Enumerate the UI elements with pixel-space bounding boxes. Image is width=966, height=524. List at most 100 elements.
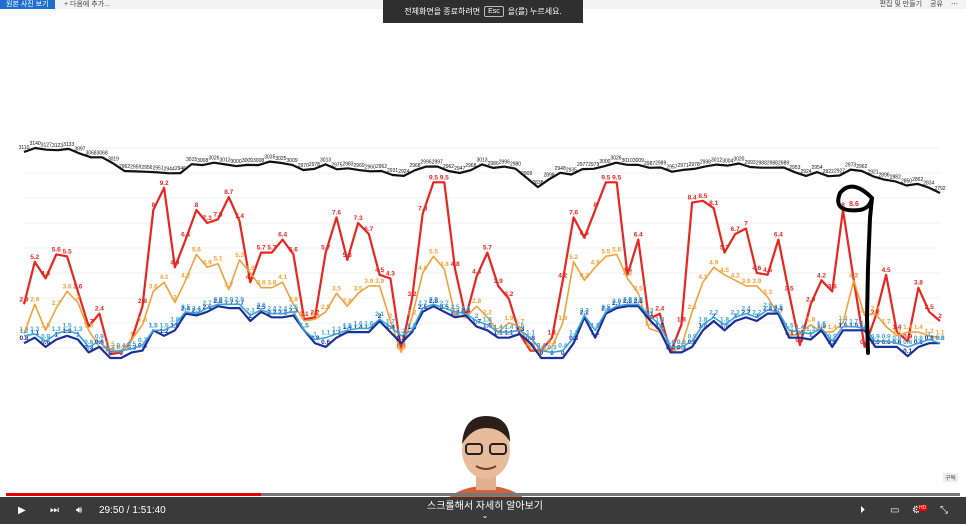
data-label-orange: 4.9 <box>591 259 600 266</box>
data-label-black: 2978 <box>689 162 700 168</box>
tab-original-photo[interactable]: 원본 사진 보기 <box>0 0 55 9</box>
data-label-lightblue: 0.9 <box>882 333 891 340</box>
data-label-orange: 1.4 <box>494 324 503 331</box>
data-label-orange: 3.5 <box>354 285 363 292</box>
data-label-black: 2993 <box>745 160 756 166</box>
edit-create-button[interactable]: 편집 및 만들기 <box>879 1 923 8</box>
data-label-lightblue: 1.5 <box>407 322 416 329</box>
data-label-orange: 1 <box>130 332 134 339</box>
data-label-lightblue: 1.7 <box>838 319 847 326</box>
data-label-orange: 3.8 <box>257 280 266 287</box>
data-label-blue: 2.4 <box>763 306 772 313</box>
autoplay-toggle[interactable]: ⏵ <box>860 505 865 516</box>
data-label-red: 7.4 <box>235 213 244 220</box>
data-label-orange: 1.1 <box>935 330 944 337</box>
data-label-black: 2947 <box>454 166 465 172</box>
data-label-lightblue: 0.6 <box>903 339 912 346</box>
data-label-lightblue: 1.5 <box>160 322 169 329</box>
esc-key: Esc <box>484 6 504 17</box>
hand-drawn-mark <box>836 184 874 355</box>
data-label-blue: 1.4 <box>343 324 352 331</box>
data-label-blue: 2.3 <box>192 307 201 314</box>
data-label-lightblue: 1.2 <box>19 328 28 335</box>
data-label-lightblue: 2.4 <box>741 306 750 313</box>
data-label-black: 3019 <box>108 157 119 163</box>
data-label-red: 4.1 <box>246 274 255 281</box>
data-label-black: 2975 <box>331 162 342 168</box>
data-label-orange: 4.1 <box>278 274 287 281</box>
data-label-red: 8.5 <box>698 193 707 200</box>
add-tab-button[interactable]: + 다음에 추가... <box>64 1 111 8</box>
data-label-lightblue: 2.4 <box>267 306 276 313</box>
subtitles-icon[interactable]: ▭ <box>890 505 900 516</box>
data-label-black: 3026 <box>610 156 621 162</box>
data-label-red: 6.4 <box>634 232 643 239</box>
data-label-black: 2946 <box>175 166 186 172</box>
data-label-lightblue: 2.4 <box>461 306 470 313</box>
data-label-red: 2 <box>938 313 942 320</box>
data-label-orange: 3 <box>173 295 177 302</box>
data-label-blue: 2.5 <box>440 304 449 311</box>
data-label-orange: 2.2 <box>483 309 492 316</box>
data-label-lightblue: 1.5 <box>591 322 600 329</box>
data-label-red: 2.2 <box>310 309 319 316</box>
video-progress-bar[interactable] <box>6 493 960 496</box>
data-label-orange: 3.5 <box>634 285 643 292</box>
data-label-orange: 1.4 <box>817 324 826 331</box>
data-label-blue: 1.7 <box>472 319 481 326</box>
data-label-red: 0.3 <box>116 344 125 351</box>
more-icon[interactable]: ⋯ <box>951 1 958 8</box>
data-label-black: 3012 <box>711 158 722 164</box>
data-label-red: 4.5 <box>763 267 772 274</box>
data-label-red: 4.5 <box>375 267 384 274</box>
data-label-black: 3013 <box>476 157 487 163</box>
data-label-blue: 0.8 <box>925 335 934 342</box>
data-label-blue: 0.3 <box>666 344 675 351</box>
series-line-blue <box>23 305 940 360</box>
data-label-red: 2.8 <box>138 298 147 305</box>
data-label-red: 4.2 <box>558 272 567 279</box>
data-label-black: 2978 <box>309 162 320 168</box>
data-label-orange: 1.4 <box>655 324 664 331</box>
play-icon[interactable]: ▶ <box>18 505 26 516</box>
data-label-black: 2957 <box>666 165 677 171</box>
data-label-orange: 1.8 <box>806 317 815 324</box>
data-label-black: 3009 <box>633 158 644 164</box>
data-label-black: 3004 <box>722 159 733 165</box>
data-label-red: 0.7 <box>795 337 804 344</box>
next-icon[interactable]: ⏭ <box>50 505 59 516</box>
data-label-blue: 0.1 <box>903 348 912 355</box>
data-label-orange: 4.1 <box>160 274 169 281</box>
data-label-lightblue: 2.3 <box>246 307 255 314</box>
data-label-red: 5.7 <box>257 245 266 252</box>
data-label-red: 5.3 <box>343 252 352 259</box>
settings-icon[interactable]: ⚙ <box>912 505 921 516</box>
data-label-red: 6.4 <box>278 232 287 239</box>
exit-fullscreen-icon[interactable]: ⤡ <box>940 505 948 516</box>
data-label-red: 7.6 <box>569 209 578 216</box>
data-label-black: 2909 <box>521 171 532 177</box>
hd-badge: HD <box>918 505 928 511</box>
share-button[interactable]: 공유 <box>930 1 943 8</box>
volume-icon[interactable]: 🔊︎ <box>76 505 83 516</box>
data-label-orange: 1.4 <box>828 324 837 331</box>
data-label-black: 2969 <box>354 163 365 169</box>
data-label-lightblue: 0.9 <box>41 333 50 340</box>
data-label-orange: 1.9 <box>838 315 847 322</box>
data-label-red: 1.3 <box>515 326 524 333</box>
data-label-orange: 2.9 <box>30 296 39 303</box>
data-label-orange: 2.4 <box>871 306 880 313</box>
data-label-orange: 2 <box>389 313 393 320</box>
data-label-red: 0.4 <box>537 343 546 350</box>
data-label-black: 2948 <box>555 166 566 172</box>
data-label-lightblue: 1.2 <box>397 328 406 335</box>
data-label-blue: 1.5 <box>483 322 492 329</box>
data-label-black: 2962 <box>856 164 867 170</box>
data-label-black: 3008 <box>253 158 264 164</box>
data-label-orange: 5.6 <box>192 246 201 253</box>
data-label-black: 2970 <box>298 163 309 169</box>
data-label-lightblue: 0.3 <box>547 344 556 351</box>
data-label-black: 2956 <box>141 165 152 171</box>
scroll-hint[interactable]: 스크롤해서 자세히 알아보기 ⌄ <box>420 497 550 520</box>
data-label-black: 2968 <box>465 163 476 169</box>
